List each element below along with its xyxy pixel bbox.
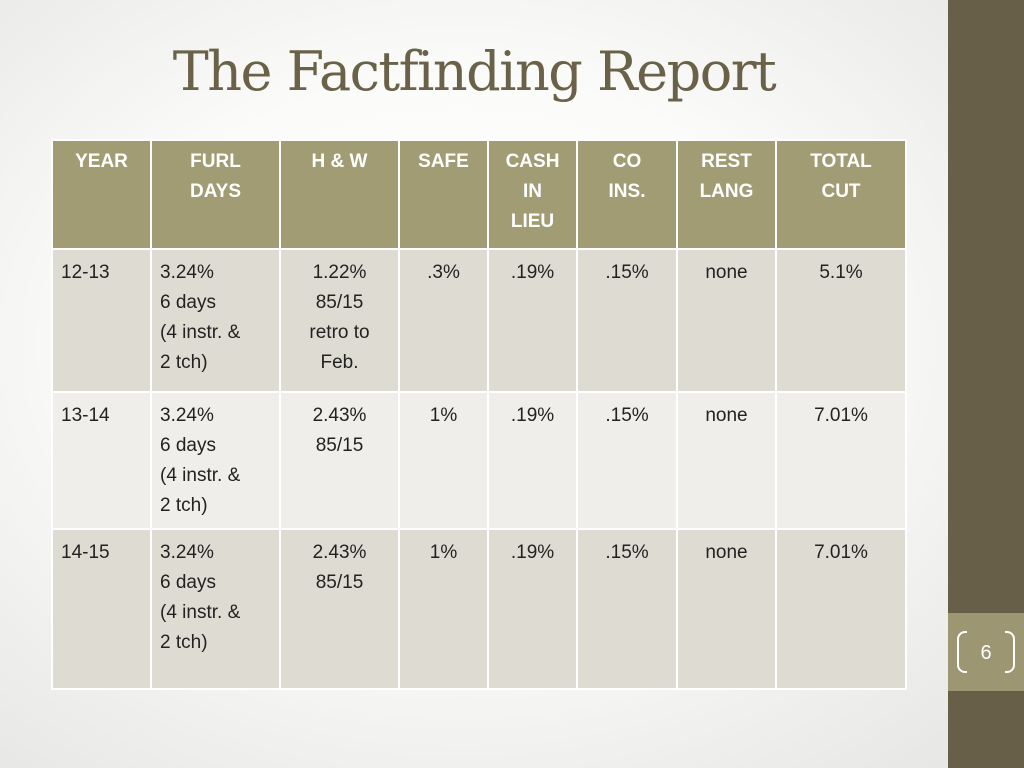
cell-total-cut: 7.01% — [775, 528, 907, 690]
cell-co-ins: .15% — [576, 248, 678, 393]
cell-safe: 1% — [398, 391, 489, 530]
slide-number: 6 — [980, 642, 992, 664]
cell-total-cut: 7.01% — [775, 391, 907, 530]
cell-furl-days: 3.24% 6 days (4 instr. & 2 tch) — [150, 528, 281, 690]
table-row: 12-13 3.24% 6 days (4 instr. & 2 tch) 1.… — [51, 248, 907, 393]
cell-co-ins: .15% — [576, 391, 678, 530]
header-furl-days: FURL DAYS — [150, 139, 281, 250]
slide-number-bracket-icon — [957, 631, 1015, 675]
cell-year: 14-15 — [51, 528, 152, 690]
factfinding-table: YEAR FURL DAYS H & W SAFE CASH IN LIEU C… — [51, 139, 907, 690]
header-cash-in-lieu: CASH IN LIEU — [487, 139, 578, 250]
cell-rest-lang: none — [676, 391, 777, 530]
cell-h-w: 1.22% 85/15 retro to Feb. — [279, 248, 400, 393]
cell-total-cut: 5.1% — [775, 248, 907, 393]
header-h-w: H & W — [279, 139, 400, 250]
cell-year: 13-14 — [51, 391, 152, 530]
header-co-ins: CO INS. — [576, 139, 678, 250]
slide-title: The Factfinding Report — [172, 40, 777, 103]
cell-rest-lang: none — [676, 248, 777, 393]
cell-furl-days: 3.24% 6 days (4 instr. & 2 tch) — [150, 391, 281, 530]
cell-furl-days: 3.24% 6 days (4 instr. & 2 tch) — [150, 248, 281, 393]
cell-h-w: 2.43% 85/15 — [279, 391, 400, 530]
table-row: 14-15 3.24% 6 days (4 instr. & 2 tch) 2.… — [51, 528, 907, 690]
cell-cash-in-lieu: .19% — [487, 391, 578, 530]
cell-year: 12-13 — [51, 248, 152, 393]
cell-safe: 1% — [398, 528, 489, 690]
header-year: YEAR — [51, 139, 152, 250]
cell-h-w: 2.43% 85/15 — [279, 528, 400, 690]
header-total-cut: TOTAL CUT — [775, 139, 907, 250]
cell-cash-in-lieu: .19% — [487, 528, 578, 690]
header-safe: SAFE — [398, 139, 489, 250]
table-row: 13-14 3.24% 6 days (4 instr. & 2 tch) 2.… — [51, 391, 907, 530]
table-header-row: YEAR FURL DAYS H & W SAFE CASH IN LIEU C… — [51, 139, 907, 250]
cell-safe: .3% — [398, 248, 489, 393]
cell-cash-in-lieu: .19% — [487, 248, 578, 393]
cell-co-ins: .15% — [576, 528, 678, 690]
slide-number-box — [948, 613, 1024, 691]
header-rest-lang: REST LANG — [676, 139, 777, 250]
cell-rest-lang: none — [676, 528, 777, 690]
